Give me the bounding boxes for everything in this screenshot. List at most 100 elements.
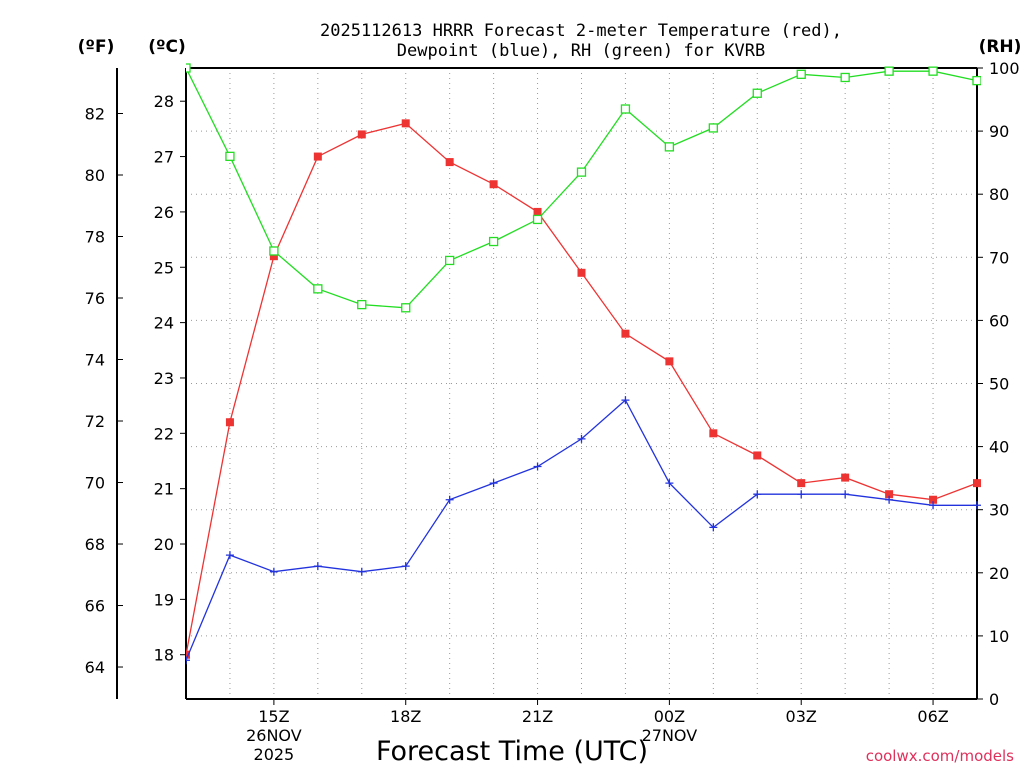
fahrenheit-tick-label: 82	[85, 105, 105, 124]
fahrenheit-tick-label: 74	[85, 351, 105, 370]
x-tick-label: 00Z	[654, 707, 685, 726]
celsius-tick-label: 21	[154, 480, 174, 499]
temperature-point	[797, 479, 806, 488]
rh-tick-label: 30	[989, 501, 1009, 520]
rh-point	[532, 214, 543, 225]
temperature-point	[313, 152, 322, 161]
rh-tick-label: 0	[989, 690, 999, 709]
rh-point	[972, 75, 981, 86]
rh-point	[620, 104, 631, 114]
rh-tick-label: 40	[989, 438, 1009, 457]
dewpoint-point	[841, 490, 850, 499]
dewpoint-point	[709, 523, 718, 532]
celsius-tick-label: 22	[154, 424, 174, 443]
x-tick-label: 03Z	[786, 707, 817, 726]
temperature-point	[885, 490, 894, 499]
rh-point	[796, 69, 806, 79]
temperature-point	[709, 429, 718, 438]
rh-point	[186, 63, 191, 73]
rh-point	[928, 66, 938, 76]
celsius-tick-label: 26	[154, 203, 174, 222]
dewpoint-point	[489, 479, 498, 488]
x-tick-label: 2025	[254, 745, 295, 764]
temperature-point	[621, 329, 630, 338]
rh-point	[752, 88, 762, 98]
dewpoint-point	[973, 501, 981, 510]
dewpoint-point	[445, 495, 454, 504]
rh-point	[488, 236, 499, 247]
chart-title-line-1: 2025112613 HRRR Forecast 2-meter Tempera…	[320, 21, 842, 41]
credit-link[interactable]: coolwx.com/models	[866, 747, 1014, 765]
dewpoint-point	[533, 462, 542, 471]
fahrenheit-tick-label: 76	[85, 289, 105, 308]
rh-point	[225, 151, 235, 161]
rh-point	[664, 142, 675, 152]
x-tick-label: 27NOV	[642, 726, 698, 745]
temperature-point	[973, 479, 981, 488]
fahrenheit-tick-label: 66	[85, 597, 105, 616]
rh-point	[313, 284, 323, 294]
fahrenheit-tick-label: 64	[85, 658, 105, 677]
rh-tick-label: 50	[989, 375, 1009, 394]
fahrenheit-tick-label: 80	[85, 166, 105, 185]
fahrenheit-tick-label: 78	[85, 228, 105, 247]
temperature-point	[577, 268, 586, 277]
x-axis-label: Forecast Time (UTC)	[376, 736, 648, 767]
rh-point	[576, 167, 587, 177]
temperature-point	[445, 158, 454, 167]
rh-tick-label: 60	[989, 311, 1009, 330]
temperature-point	[489, 180, 498, 189]
temperature-point	[533, 207, 542, 216]
dewpoint-point	[753, 490, 762, 499]
x-tick-label: 15Z	[258, 707, 289, 726]
rh-point	[445, 255, 455, 266]
celsius-tick-label: 25	[154, 258, 174, 277]
temperature-point	[665, 357, 674, 366]
celsius-tick-label: 20	[154, 535, 174, 554]
temperature-point	[401, 119, 410, 128]
rh-point	[708, 123, 718, 133]
rh-unit-label: (RH)	[979, 37, 1022, 57]
celsius-tick-label: 18	[154, 646, 174, 665]
dewpoint-point	[401, 562, 410, 571]
gridlines	[186, 68, 977, 699]
celsius-tick-label: 24	[154, 314, 174, 333]
dewpoint-point	[665, 479, 674, 488]
x-tick-label: 06Z	[917, 707, 948, 726]
temperature-point	[269, 252, 278, 261]
dewpoint-point	[797, 490, 806, 499]
dewpoint-point	[186, 656, 190, 665]
rh-point	[357, 299, 367, 310]
temperature-point	[753, 451, 762, 460]
fahrenheit-tick-label: 72	[85, 412, 105, 431]
dewpoint-point	[577, 434, 586, 443]
rh-point	[269, 246, 279, 256]
celsius-tick-label: 28	[154, 92, 174, 111]
temperature-point	[841, 473, 850, 482]
rh-tick-label: 90	[989, 122, 1009, 141]
dewpoint-point	[621, 396, 630, 405]
x-tick-label: 18Z	[390, 707, 421, 726]
temperature-point	[225, 418, 234, 427]
celsius-tick-label: 19	[154, 590, 174, 609]
temperature-point	[357, 130, 366, 139]
dewpoint-point	[313, 562, 322, 571]
x-tick-label: 26NOV	[246, 726, 302, 745]
fahrenheit-unit-label: (ºF)	[78, 37, 115, 57]
rh-tick-label: 20	[989, 564, 1009, 583]
fahrenheit-tick-label: 70	[85, 474, 105, 493]
rh-tick-label: 10	[989, 627, 1009, 646]
rh-point	[884, 66, 894, 76]
dewpoint-point	[225, 551, 234, 560]
data-series	[186, 63, 981, 665]
chart-title-line-2: Dewpoint (blue), RH (green) for KVRB	[397, 41, 765, 61]
fahrenheit-tick-label: 68	[85, 535, 105, 554]
dewpoint-point	[885, 495, 894, 504]
rh-tick-label: 70	[989, 248, 1009, 267]
celsius-unit-label: (ºC)	[148, 37, 186, 57]
celsius-tick-label: 27	[154, 148, 174, 167]
x-tick-label: 21Z	[522, 707, 553, 726]
dewpoint-point	[357, 567, 366, 576]
dewpoint-point	[929, 501, 938, 510]
